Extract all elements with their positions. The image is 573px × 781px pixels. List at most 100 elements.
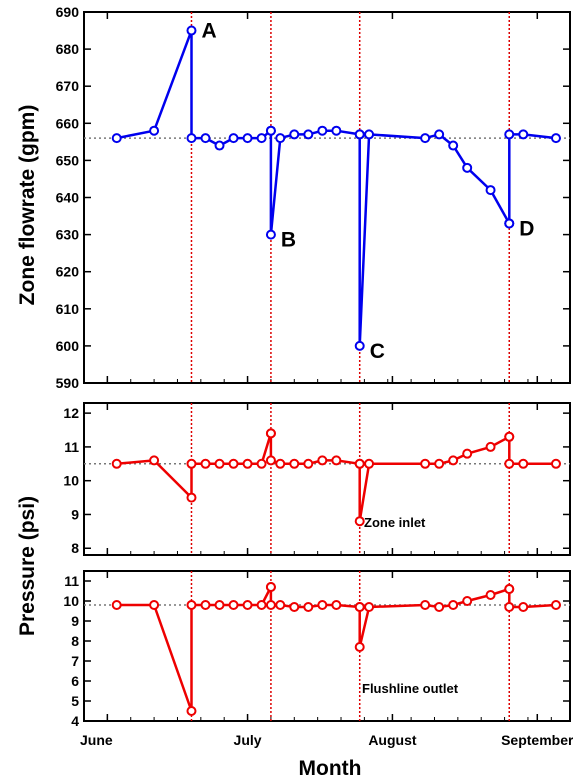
y-tick-label: 5 [71,693,79,709]
panel-frame [83,11,571,384]
y-tick-label: 660 [56,115,80,131]
x-tick-label: August [368,732,417,748]
panel-1: 590 600 610 620 630 640 650 660 670 680 690 A B C D [56,4,571,391]
pressure-axis-title: Pressure (psi) [16,496,39,636]
data-point [186,133,197,144]
event-label-b: B [281,229,296,252]
data-point [420,458,431,469]
data-point [256,600,267,610]
y-tick-label: 8 [71,540,79,556]
data-point [265,229,276,240]
series-line [116,586,273,713]
data-point [275,133,286,144]
data-point [149,455,160,466]
y-tick-label: 8 [71,633,79,649]
y-tick-label: 9 [71,506,79,522]
data-point [275,600,286,610]
y-tick-label: 9 [71,613,79,629]
data-point [186,25,197,36]
data-point [149,125,160,136]
data-point [504,584,515,594]
data-point [485,590,496,600]
y-tick-label: 620 [56,264,80,280]
data-point [550,133,561,144]
data-point [448,140,459,151]
data-point [200,458,211,469]
data-point [303,458,314,469]
data-point [265,582,276,592]
data-point [550,600,561,610]
panel-annotation: Zone inlet [364,515,426,530]
panel-annotation: Flushline outlet [362,681,459,696]
data-point [228,458,239,469]
series-line [116,433,273,499]
data-point [354,458,365,469]
y-tick-label: 610 [56,301,80,317]
data-point [518,602,529,612]
data-point [364,458,375,469]
series-line [269,129,360,236]
x-tick-label: July [234,732,262,748]
data-point [354,129,365,140]
data-point [448,455,459,466]
data-point [242,600,253,610]
data-point [256,133,267,144]
data-point [214,140,225,151]
series-line [116,29,272,147]
data-point [228,600,239,610]
data-point [111,600,122,610]
panel-frame [83,402,571,556]
y-tick-label: 6 [71,673,79,689]
data-point [504,602,515,612]
y-tick-label: 11 [64,439,79,455]
data-point [265,600,276,610]
data-point [462,448,473,459]
y-tick-label: 630 [56,227,80,243]
data-point [354,340,365,351]
data-point [111,133,122,144]
x-tick-label: June [80,732,113,748]
panel-3: 4 5 6 7 8 9 10 11 Flushline outlet [63,570,571,729]
y-tick-label: 600 [56,338,80,354]
data-point [111,458,122,469]
data-point [485,185,496,196]
data-point [275,458,286,469]
y-tick-label: 4 [71,713,79,729]
x-tick-label: September [501,732,573,748]
data-point [354,642,365,652]
flowrate-axis-title: Zone flowrate (gpm) [16,105,39,306]
series-line [508,133,557,224]
data-point [242,133,253,144]
data-point [420,133,431,144]
data-point [214,458,225,469]
data-point [242,458,253,469]
data-point [364,602,375,612]
data-point [504,431,515,442]
data-point [354,602,365,612]
data-point [303,129,314,140]
data-point [317,455,328,466]
data-point [331,455,342,466]
data-point [518,129,529,140]
data-point [289,602,300,612]
data-point [200,600,211,610]
data-point [448,600,459,610]
y-tick-label: 11 [64,573,79,589]
data-point [317,125,328,136]
series-line [508,436,556,466]
series-line [508,589,557,609]
y-tick-label: 10 [63,473,79,489]
data-point [462,596,473,606]
data-point [434,129,445,140]
series-line [269,433,360,466]
y-tick-label: 590 [56,375,80,391]
data-point [504,218,515,229]
event-label-d: D [519,217,534,240]
y-tick-label: 670 [56,78,80,94]
data-point [289,458,300,469]
y-tick-label: 650 [56,152,80,168]
data-point [354,516,365,527]
panel-frame [83,570,571,722]
y-tick-label: 690 [56,4,80,20]
